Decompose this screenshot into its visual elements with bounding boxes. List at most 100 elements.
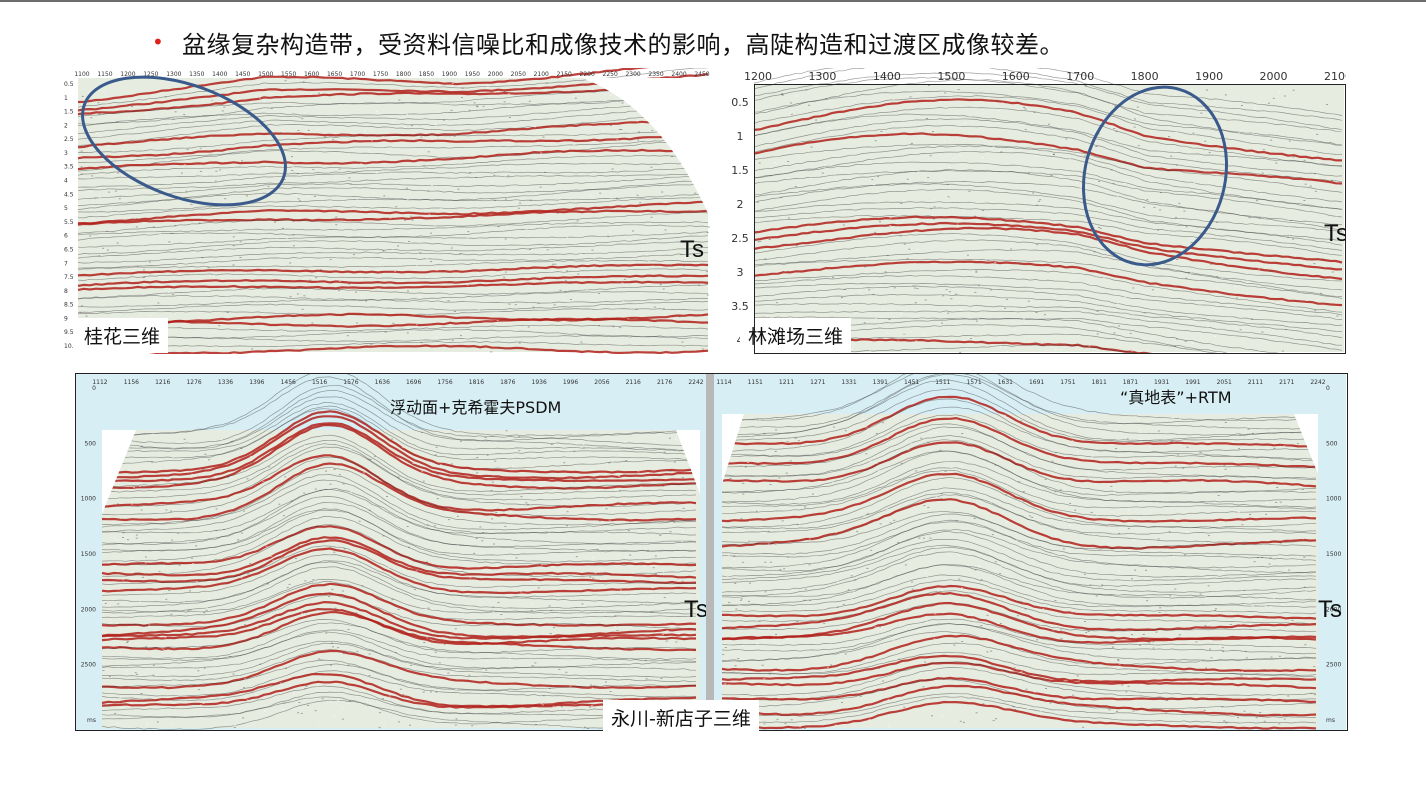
x-tick-label: 1631 xyxy=(998,379,1013,386)
x-tick-label: 1700 xyxy=(1066,70,1094,83)
x-axis-ticks: 1200 1300 1400 1500 1600 1700 1800 1900 2000 2100 xyxy=(744,70,1346,83)
x-tick-label: 1850 xyxy=(419,71,434,78)
x-tick-label: 1756 xyxy=(437,379,452,386)
x-tick-label: 1811 xyxy=(1092,379,1107,386)
y-tick-label: 2500 xyxy=(81,662,96,669)
seismic-texture xyxy=(101,374,702,730)
x-tick-label: 1550 xyxy=(281,71,296,78)
x-tick-label: 1271 xyxy=(810,379,825,386)
x-tick-label: 1800 xyxy=(1131,70,1159,83)
y-tick-label: 7 xyxy=(64,260,68,267)
y-tick-label: 4 xyxy=(64,178,68,185)
y-tick-label: 3 xyxy=(737,266,744,279)
seismic-texture xyxy=(721,374,1319,730)
highlight-ellipse xyxy=(81,75,287,207)
seismic-texture xyxy=(753,68,1344,354)
y-tick-label: 1000 xyxy=(81,496,96,503)
x-tick-label: 1331 xyxy=(841,379,856,386)
y-tick-label: 1500 xyxy=(81,551,96,558)
ts-label: Ts xyxy=(684,596,708,623)
x-tick-label: 2200 xyxy=(580,71,595,78)
x-tick-label: 1200 xyxy=(744,70,772,83)
x-tick-label: 1500 xyxy=(937,70,965,83)
x-tick-label: 2350 xyxy=(648,71,663,78)
y-tick-label: 3.5 xyxy=(64,164,74,171)
y-tick-label: 9 xyxy=(64,315,68,322)
x-tick-label: 2050 xyxy=(511,71,526,78)
panel-caption: 桂花三维 xyxy=(76,318,169,353)
x-axis-ticks: 1114 1151 1211 1271 1331 1391 1451 1511 1571 1631… xyxy=(716,379,1325,386)
y-tick-label: 3 xyxy=(64,150,68,157)
x-tick-label: 1150 xyxy=(97,71,112,78)
x-tick-label: 2100 xyxy=(534,71,549,78)
seismic-panel-yongchuan-rtm: 1114 1151 1211 1271 1331 1391 1451 1511 1571 1631… xyxy=(714,374,1346,730)
x-tick-label: 1451 xyxy=(904,379,919,386)
x-tick-label: 1216 xyxy=(155,379,170,386)
ts-label: Ts xyxy=(1324,220,1346,247)
x-tick-label: 2242 xyxy=(1310,379,1325,386)
panel-title: “真地表”+RTM xyxy=(1120,388,1232,407)
x-tick-label: 2400 xyxy=(671,71,686,78)
y-tick-label: 8.5 xyxy=(64,302,74,309)
y-tick-label: 6.5 xyxy=(64,246,74,253)
x-tick-label: 1600 xyxy=(304,71,319,78)
slide-headline: 盆缘复杂构造带，受资料信噪比和成像技术的影响，高陡构造和过渡区成像较差。 xyxy=(182,30,1064,59)
y-tick-label: 2 xyxy=(737,198,744,211)
x-tick-label: 1276 xyxy=(186,379,201,386)
y-tick-label: 0.5 xyxy=(731,96,749,109)
x-tick-label: 2000 xyxy=(1260,70,1288,83)
x-tick-label: 1200 xyxy=(120,71,135,78)
x-tick-label: 2100 xyxy=(1324,70,1346,83)
x-tick-label: 2000 xyxy=(488,71,503,78)
y-tick-label: 2 xyxy=(64,122,68,129)
x-tick-label: 1600 xyxy=(1002,70,1030,83)
bottom-caption: 永川-新店子三维 xyxy=(603,700,759,735)
y-tick-label: 9.5 xyxy=(64,329,74,336)
y-tick-label: 7.5 xyxy=(64,274,74,281)
x-tick-label: 1211 xyxy=(779,379,794,386)
x-tick-label: 1571 xyxy=(966,379,981,386)
y-tick-label: 1.5 xyxy=(64,109,74,116)
x-tick-label: 1400 xyxy=(212,71,227,78)
ts-label: Ts xyxy=(680,236,704,263)
x-tick-label: 1816 xyxy=(469,379,484,386)
x-tick-label: 1500 xyxy=(258,71,273,78)
x-tick-label: 1700 xyxy=(350,71,365,78)
x-tick-label: 1396 xyxy=(249,379,264,386)
y-tick-label: 0 xyxy=(1326,385,1330,392)
y-tick-label: 1000 xyxy=(1326,496,1341,503)
y-tick-label: 2.5 xyxy=(731,232,749,245)
y-tick-label: 1 xyxy=(64,95,68,102)
y-tick-label: 1.5 xyxy=(731,164,749,177)
x-tick-label: 1751 xyxy=(1060,379,1075,386)
x-tick-label: 2450 xyxy=(694,71,709,78)
x-tick-label: 1511 xyxy=(935,379,950,386)
y-tick-label: 5.5 xyxy=(64,219,74,226)
y-tick-label: 2000 xyxy=(1326,606,1341,613)
x-tick-label: 2300 xyxy=(625,71,640,78)
seismic-section-lintan: 1200 1300 1400 1500 1600 1700 1800 1900 2000 210 0… xyxy=(718,68,1346,354)
x-tick-label: 1151 xyxy=(748,379,763,386)
seismic-section-rtm: 1114 1151 1211 1271 1331 1391 1451 1511 1571 1631… xyxy=(714,374,1346,730)
y-tick-label: 2500 xyxy=(1326,662,1341,669)
y-tick-label: 2000 xyxy=(81,606,96,613)
panel-caption: 林滩场三维 xyxy=(740,318,852,353)
x-tick-label: 1750 xyxy=(373,71,388,78)
x-tick-label: 1300 xyxy=(808,70,836,83)
x-tick-label: 1391 xyxy=(873,379,888,386)
bullet-dot: • xyxy=(152,30,164,54)
y-tick-label: 10. xyxy=(64,343,74,350)
panel-title: 浮动面+克希霍夫PSDM xyxy=(390,398,562,417)
seismic-section-psdm: 1112 1156 1216 1276 1336 1396 1456 1516 1576 1636… xyxy=(76,374,708,730)
ts-label: Ts xyxy=(1318,596,1342,623)
x-tick-label: 1691 xyxy=(1029,379,1044,386)
seismic-panel-lintan: 1200 1300 1400 1500 1600 1700 1800 1900 2000 210 0… xyxy=(718,68,1346,354)
y-axis-ticks: 0 500 1000 1500 2000 2500 ms xyxy=(1326,385,1341,724)
x-tick-label: 2056 xyxy=(594,379,609,386)
x-tick-label: 1350 xyxy=(189,71,204,78)
y-axis-ticks: 0 500 1000 1500 2000 2500 ms xyxy=(81,385,96,724)
x-tick-label: 1871 xyxy=(1123,379,1138,386)
y-tick-label: 1 xyxy=(737,130,744,143)
x-tick-label: 2116 xyxy=(626,379,641,386)
x-tick-label: 1950 xyxy=(465,71,480,78)
